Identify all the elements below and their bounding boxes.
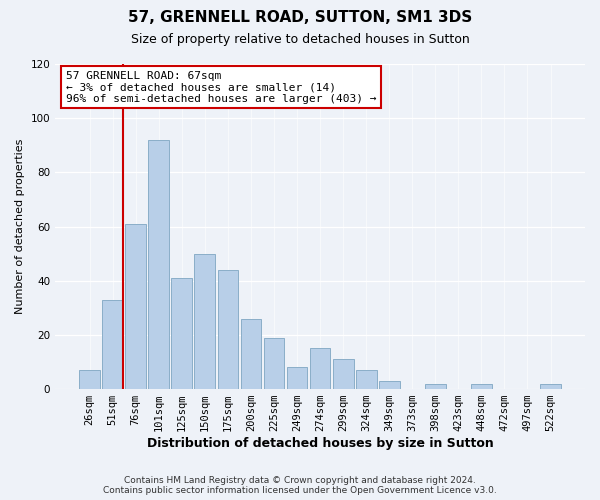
Bar (471, 384, 492, 389)
Text: Size of property relative to detached houses in Sutton: Size of property relative to detached ho… (131, 32, 469, 46)
X-axis label: Distribution of detached houses by size in Sutton: Distribution of detached houses by size … (147, 437, 493, 450)
Bar (310, 348, 331, 389)
Bar (172, 278, 192, 389)
Bar (379, 381, 400, 389)
Bar (287, 368, 307, 389)
Bar (241, 318, 262, 389)
Bar (102, 300, 123, 389)
Bar (218, 270, 238, 389)
Bar (263, 338, 284, 389)
Bar (333, 360, 353, 389)
Bar (148, 140, 169, 389)
Bar (425, 384, 446, 389)
Text: 57 GRENNELL ROAD: 67sqm
← 3% of detached houses are smaller (14)
96% of semi-det: 57 GRENNELL ROAD: 67sqm ← 3% of detached… (66, 70, 376, 104)
Text: 57, GRENNELL ROAD, SUTTON, SM1 3DS: 57, GRENNELL ROAD, SUTTON, SM1 3DS (128, 10, 472, 25)
Bar (540, 384, 561, 389)
Bar (125, 224, 146, 389)
Bar (356, 370, 377, 389)
Bar (79, 370, 100, 389)
Text: Contains HM Land Registry data © Crown copyright and database right 2024.
Contai: Contains HM Land Registry data © Crown c… (103, 476, 497, 495)
Y-axis label: Number of detached properties: Number of detached properties (15, 139, 25, 314)
Bar (194, 254, 215, 389)
